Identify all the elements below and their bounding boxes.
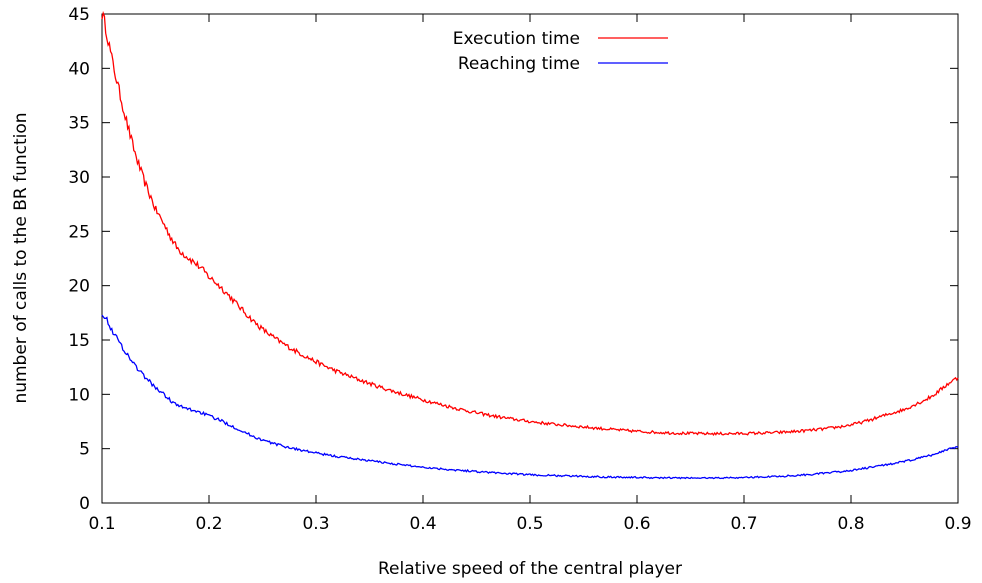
y-tick-label: 20 bbox=[68, 277, 90, 297]
x-tick-label: 0.6 bbox=[623, 514, 650, 534]
y-tick-label: 35 bbox=[68, 114, 90, 134]
y-tick-label: 30 bbox=[68, 168, 90, 188]
legend-label: Execution time bbox=[453, 29, 580, 49]
y-tick-label: 5 bbox=[79, 440, 90, 460]
legend-label: Reaching time bbox=[458, 54, 580, 74]
x-tick-label: 0.1 bbox=[88, 514, 115, 534]
y-tick-label: 0 bbox=[79, 494, 90, 514]
x-tick-label: 0.2 bbox=[195, 514, 222, 534]
series-line-reaching-time bbox=[101, 314, 959, 480]
x-tick-label: 0.9 bbox=[944, 514, 971, 534]
plot-area bbox=[101, 13, 959, 504]
y-tick-label: 25 bbox=[68, 222, 90, 242]
y-axis-title: number of calls to the BR function bbox=[11, 112, 31, 403]
x-tick-label: 0.8 bbox=[837, 514, 864, 534]
plot-border bbox=[101, 13, 959, 504]
x-tick-label: 0.4 bbox=[409, 514, 436, 534]
series-line-execution-time bbox=[101, 10, 959, 437]
y-tick-label: 15 bbox=[68, 331, 90, 351]
y-tick-label: 10 bbox=[68, 385, 90, 405]
series-lines bbox=[101, 10, 959, 480]
x-axis-title: Relative speed of the central player bbox=[378, 559, 682, 579]
y-tick-label: 40 bbox=[68, 59, 90, 79]
x-tick-label: 0.7 bbox=[730, 514, 757, 534]
x-tick-label: 0.5 bbox=[516, 514, 543, 534]
y-tick-label: 45 bbox=[68, 5, 90, 25]
legend: Execution time Reaching time bbox=[453, 29, 668, 74]
axis-ticks: 0.1 0.2 0.3 0.4 0.5 0.6 0.7 0.8 0.9 0 5 10 15 20 25 30 3… bbox=[68, 5, 971, 534]
x-tick-label: 0.3 bbox=[302, 514, 329, 534]
